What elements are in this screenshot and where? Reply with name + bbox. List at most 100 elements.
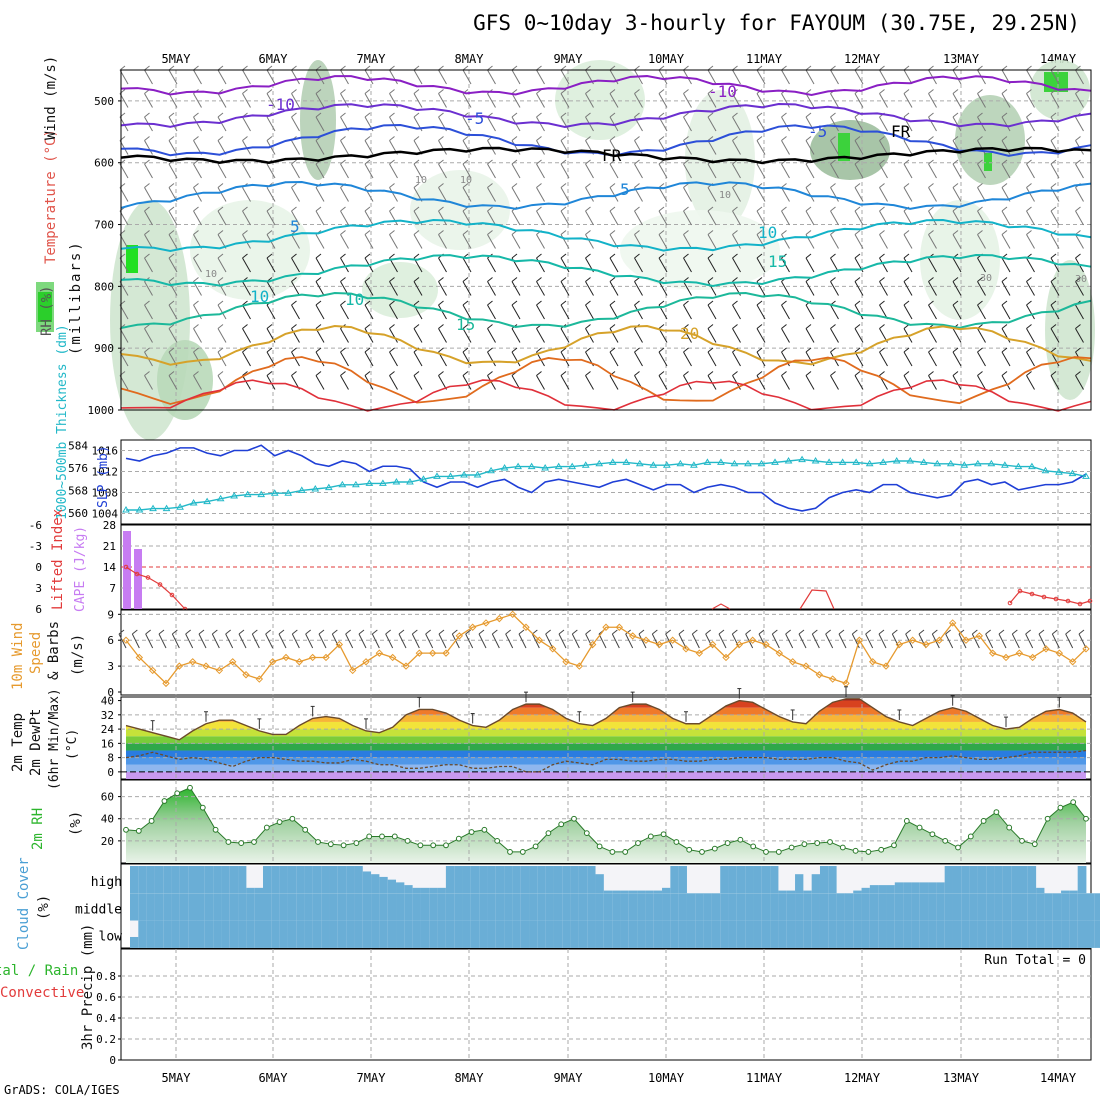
wind-speed-marker (175, 662, 184, 670)
cloud-cell (146, 920, 156, 948)
cloud-cell (279, 866, 289, 894)
cloud-cell (362, 871, 372, 894)
wind-barb-flag (168, 183, 175, 188)
wind-barb-flag (781, 112, 787, 118)
cloud-cell (512, 920, 522, 948)
wind10m-barb (1078, 633, 1087, 649)
wind10m-barb-flag (278, 629, 285, 635)
temp2m-ylabel-4: (°C) (65, 729, 80, 760)
wind-barb-flag (438, 371, 444, 376)
wind-barb (487, 93, 496, 108)
wind-barb (168, 281, 178, 296)
cloud-cell (462, 866, 472, 894)
cloud-cell (986, 893, 995, 921)
wind-barb (732, 234, 741, 249)
wind-barb (781, 234, 790, 249)
cloud-cell (986, 920, 995, 948)
cloud-cell (1077, 920, 1087, 948)
tick-label: 40 (101, 695, 114, 708)
cloud-cell (836, 920, 846, 948)
wind-barb (291, 93, 300, 108)
cloud-cell (429, 887, 438, 894)
wind10m-barb (518, 633, 527, 649)
wind10m-barb (625, 633, 634, 649)
wind-barb-flag (536, 371, 542, 376)
cloud-cell (1077, 893, 1087, 921)
wind-barb (756, 257, 766, 273)
wind10m-barb (478, 633, 487, 649)
wind10m-barb-flag (478, 629, 485, 635)
wind-barb (1001, 351, 1011, 367)
wind-barb-flag (364, 65, 371, 71)
wind-barb-flag (928, 112, 934, 118)
cloud-cell (537, 866, 547, 894)
cloud-cell (878, 885, 887, 894)
wind-barb-flag (585, 159, 591, 165)
cloud-cell (745, 920, 754, 948)
cloud-cell (445, 893, 455, 921)
wind-speed-marker (282, 653, 290, 662)
wind-barb-flag (438, 347, 444, 353)
wind-barb (977, 328, 986, 343)
wind-barb (805, 328, 815, 343)
wind-speed-marker (308, 653, 317, 662)
thickness-marker (568, 462, 577, 470)
cloud-cell (803, 893, 813, 921)
wind-barb (511, 328, 521, 343)
cloud-cell (628, 890, 638, 894)
wind-barb-flag (217, 371, 224, 376)
wind-barb-flag (781, 253, 787, 259)
wind-barb-flag (462, 159, 469, 165)
cloud-cell (562, 920, 571, 948)
wind-barb (1001, 210, 1011, 226)
wind-barb (144, 281, 153, 296)
wind-barb-flag (609, 324, 616, 329)
wind-barb-flag (879, 183, 885, 188)
rh-marker (929, 831, 936, 838)
wind10m-barb-flag (345, 629, 351, 635)
wind-barb-flag (438, 159, 444, 165)
cloud-cell (720, 920, 729, 948)
rh-marker (123, 826, 129, 833)
thickness-marker (798, 455, 806, 463)
thickness-marker (149, 504, 157, 512)
wind-barb-flag (658, 277, 665, 282)
wind-barb (315, 234, 325, 249)
thickness-marker (771, 458, 779, 465)
wind-barb (732, 116, 741, 132)
wind10m-barb (985, 633, 994, 649)
lifted-index-line (799, 589, 835, 610)
wind10m-barb-flag (625, 629, 631, 635)
cloud-cell (171, 893, 181, 921)
rh-marker (622, 849, 629, 855)
wind-barb (291, 257, 300, 273)
cloud-cell (928, 920, 937, 948)
cloud-cell (529, 920, 538, 948)
wind-barb (536, 69, 545, 85)
date-label: 10MAY (648, 52, 685, 66)
wind-speed-marker (442, 649, 450, 657)
wind-barb (928, 210, 937, 226)
wind-barb (242, 69, 251, 85)
tick-label: 14 (103, 561, 117, 574)
cloud-cell (753, 893, 763, 921)
wind-barb (658, 187, 668, 202)
wind10m-barb (118, 633, 127, 649)
wind10m-barb-flag (318, 629, 325, 635)
wind-barb-flag (585, 300, 591, 306)
wind-barb (536, 163, 545, 179)
cloud-cell (371, 874, 380, 894)
tick-label: 700 (94, 219, 114, 232)
wind-barb-flag (805, 89, 812, 94)
cloud-cell (537, 893, 547, 921)
wind-barb-flag (658, 324, 665, 329)
cape-li-marks (123, 531, 1093, 612)
wind-barb (609, 140, 619, 155)
wind-barb (634, 140, 643, 155)
rh-marker (238, 840, 245, 846)
wind-barb (217, 210, 227, 226)
wind-barb (511, 163, 521, 179)
cloud-cell (728, 866, 738, 894)
wind-barb (707, 93, 717, 108)
thickness-marker (351, 480, 360, 488)
